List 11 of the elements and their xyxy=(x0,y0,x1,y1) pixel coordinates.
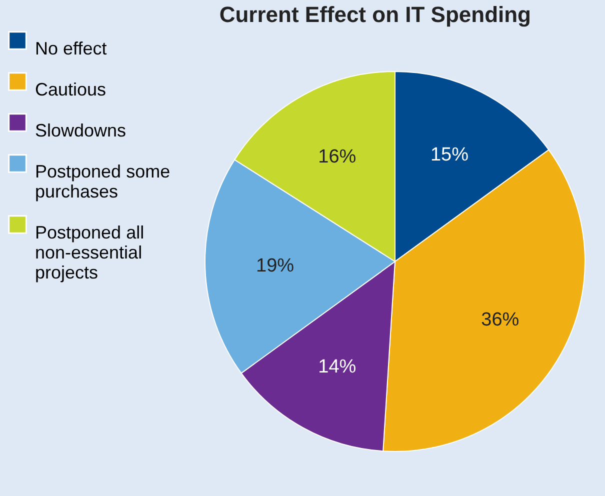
data-label: 19% xyxy=(256,255,294,276)
legend-label: Postponed some purchases xyxy=(35,162,170,202)
legend-label: Slowdowns xyxy=(35,120,126,140)
legend-label: No effect xyxy=(35,38,107,58)
chart-title: Current Effect on IT Spending xyxy=(219,2,531,27)
data-label: 15% xyxy=(430,144,469,166)
data-label: 36% xyxy=(481,309,520,330)
data-label: 16% xyxy=(318,146,356,168)
data-label: 14% xyxy=(318,356,356,378)
legend-label: Postponed all non-essential projects xyxy=(35,222,144,282)
legend-label: Cautious xyxy=(35,80,106,100)
